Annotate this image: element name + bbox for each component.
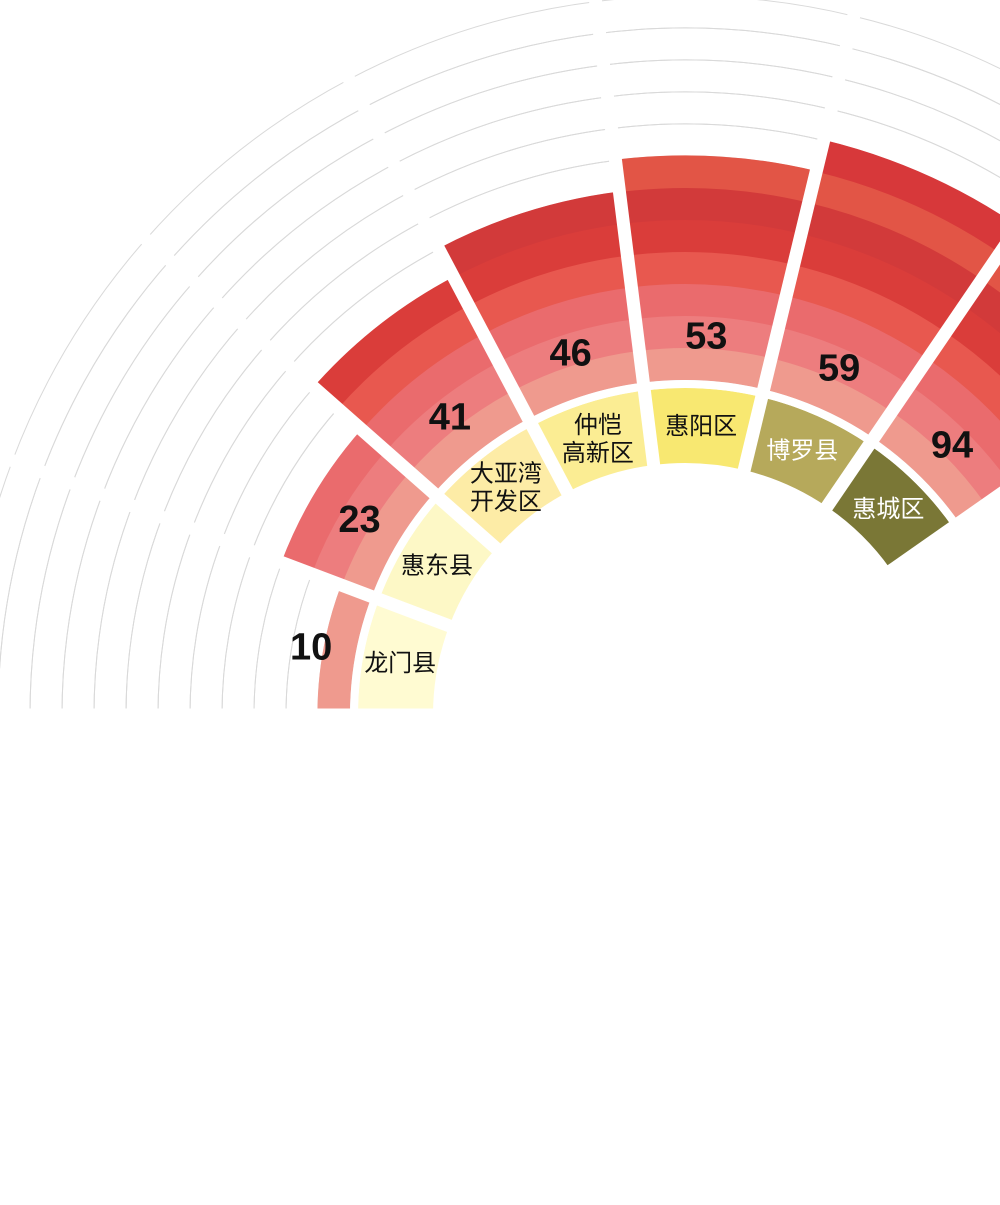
category-label: 惠城区 [852, 495, 924, 523]
bar-segment [963, 279, 1000, 334]
bar-segment [801, 202, 983, 307]
gap-layer [0, 0, 1000, 1046]
bar-segment [409, 390, 529, 494]
grid-ring [161, 344, 291, 530]
grid-ring [348, 1, 601, 109]
grid-ring [221, 550, 283, 716]
value-label: 94 [931, 425, 973, 467]
bar-segment [615, 155, 817, 203]
value-label: 59 [818, 348, 860, 390]
bar-segment [341, 471, 434, 597]
grid-ring [101, 302, 243, 507]
bar-segment [337, 305, 484, 430]
bar-segment [453, 223, 628, 306]
grid-ring [602, 59, 840, 111]
bar-segment [317, 584, 372, 715]
bar-segment [635, 315, 779, 359]
grid-ring [0, 460, 44, 671]
bar-segment [771, 326, 911, 412]
value-label: 53 [685, 316, 727, 358]
grid-ring [157, 527, 223, 716]
bar-segment [816, 139, 1000, 254]
grid-ring [169, 106, 380, 283]
bar-segment [808, 171, 1000, 280]
grid-ring [599, 27, 847, 79]
value-label: 10 [290, 627, 332, 669]
grid-ring [606, 91, 832, 142]
ring-gap [350, 380, 1000, 1050]
bar-segment [763, 357, 893, 439]
grid-ring [191, 365, 315, 541]
grid-ring [93, 505, 163, 716]
bar-segment [627, 251, 794, 297]
grid-ring [393, 96, 613, 194]
grid-ring [0, 471, 73, 716]
grid-ring [595, 0, 855, 48]
grid-ring [131, 323, 267, 518]
grid-ring [145, 78, 365, 262]
category-label: 惠东县 [401, 552, 473, 580]
grid-ring [61, 493, 133, 716]
category-label: 博罗县 [766, 436, 838, 464]
value-labels: 94 59 53 46 41 23 10 [290, 316, 973, 669]
bar-segment [361, 333, 499, 451]
grid-ring [845, 15, 1000, 106]
category-label: 仲恺高新区 [562, 411, 634, 467]
category-label: 惠阳区 [665, 412, 737, 440]
grid-ring [363, 32, 605, 137]
value-label: 41 [429, 396, 471, 438]
bar-segment [793, 233, 965, 333]
bar-segment [786, 264, 947, 359]
bar-segment [313, 276, 469, 409]
category-label: 大亚湾开发区 [470, 460, 542, 516]
bar-segment [631, 283, 787, 328]
grid-ring [189, 539, 253, 716]
bar-segment [891, 384, 1000, 505]
bar-segment [623, 219, 802, 265]
bar-segment [513, 350, 644, 419]
grid-ring [11, 238, 171, 473]
value-label: 23 [338, 499, 380, 541]
bar-segment [498, 318, 640, 391]
category-wedge [439, 425, 568, 549]
value-label: 46 [550, 333, 592, 375]
grid-ring [217, 163, 410, 325]
bar-layer [281, 139, 1000, 715]
category-label: 龙门县 [364, 649, 436, 677]
bar-segment [483, 286, 636, 363]
bar-segment [281, 429, 386, 574]
bar-segment [468, 255, 632, 334]
bar-segment [619, 187, 809, 234]
grid-ring [378, 64, 609, 165]
category-wedge [826, 444, 953, 571]
category-wedge [358, 599, 450, 715]
grid-ring [41, 259, 195, 484]
grid-ring [71, 280, 219, 496]
bar-segment [311, 450, 410, 586]
bar-segment [927, 331, 1000, 421]
bar-segment [873, 411, 987, 523]
bar-segment [438, 191, 624, 278]
bar-segment [639, 347, 772, 390]
category-wedge [532, 390, 654, 493]
category-wedge [644, 388, 762, 471]
grid-ring [125, 516, 193, 716]
grid-ring [29, 482, 103, 716]
bar-segment [909, 358, 1000, 471]
bar-segment [385, 361, 514, 473]
bar-segment [778, 295, 929, 386]
